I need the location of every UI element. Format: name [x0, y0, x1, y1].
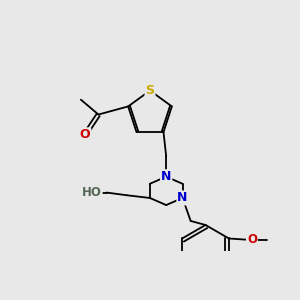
- Text: S: S: [146, 84, 154, 97]
- Text: N: N: [161, 170, 171, 183]
- Text: O: O: [247, 233, 257, 246]
- Text: HO: HO: [82, 186, 102, 199]
- Text: N: N: [177, 191, 188, 205]
- Text: O: O: [80, 128, 90, 141]
